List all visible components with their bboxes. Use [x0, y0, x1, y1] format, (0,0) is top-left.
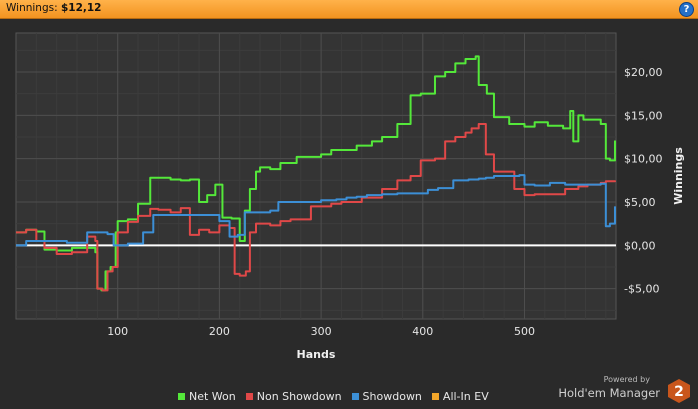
legend-swatch — [351, 393, 359, 400]
y-tick-label: $20,00 — [624, 66, 663, 79]
x-axis-title: Hands — [297, 348, 336, 361]
x-tick-label: 200 — [209, 325, 230, 338]
legend-label: Net Won — [189, 390, 236, 403]
y-axis-title: Winnings — [672, 147, 685, 205]
y-tick-label: $0,00 — [624, 239, 656, 252]
legend-label: All-In EV — [442, 390, 489, 403]
hm2-badge-icon: 2 — [668, 379, 690, 403]
x-tick-label: 300 — [311, 325, 332, 338]
y-tick-label: $10,00 — [624, 153, 663, 166]
series-line-non-showdown — [16, 123, 616, 292]
y-tick-label: -$5,00 — [624, 283, 659, 296]
legend-swatch — [178, 393, 185, 400]
legend-swatch — [431, 393, 439, 400]
series-line-showdown — [16, 174, 616, 247]
legend-item-non-showdown[interactable]: Non Showdown — [245, 390, 342, 403]
y-tick-label: $5,00 — [624, 196, 656, 209]
x-tick-label: 500 — [514, 325, 535, 338]
svg-text:2: 2 — [674, 384, 684, 400]
x-tick-label: 400 — [412, 325, 433, 338]
legend-item-showdown[interactable]: Showdown — [351, 390, 422, 403]
y-tick-label: $15,00 — [624, 109, 663, 122]
winnings-chart: 100 200 300 400 500 -$5,00 $0,00 $5,00 $10,00 $15… — [15, 32, 685, 361]
winnings-title: Winnings: $12,12 — [6, 2, 102, 14]
powered-by-text: Powered by — [603, 375, 650, 384]
chart-legend: Net Won Non Showdown Showdown All-In EV — [178, 390, 489, 403]
legend-swatch — [245, 393, 253, 400]
x-tick-label: 100 — [107, 325, 128, 338]
powered-by-logo: Powered by Hold'em Manager 2 — [550, 375, 690, 405]
legend-item-net-won[interactable]: Net Won — [178, 390, 236, 403]
legend-item-all-in-ev[interactable]: All-In EV — [431, 390, 489, 403]
brand-name: Hold'em Manager — [558, 386, 660, 400]
winnings-header-bar: Winnings: $12,12 ? — [0, 0, 698, 19]
winnings-value: $12,12 — [60, 2, 102, 14]
winnings-label: Winnings: — [6, 2, 58, 14]
legend-label: Showdown — [362, 390, 422, 403]
help-icon[interactable]: ? — [679, 2, 694, 17]
legend-label: Non Showdown — [256, 390, 342, 403]
series-line-net-won — [16, 55, 616, 292]
